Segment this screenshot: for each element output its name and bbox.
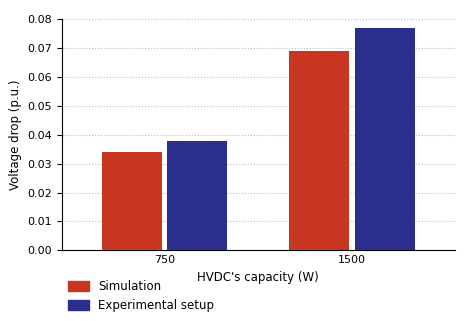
Bar: [167, 141, 228, 250]
Legend: Simulation, Experimental setup: Simulation, Experimental setup: [67, 280, 214, 312]
X-axis label: HVDC's capacity (W): HVDC's capacity (W): [198, 271, 319, 284]
Y-axis label: Voltage drop (p.u.): Voltage drop (p.u.): [9, 80, 22, 190]
Bar: [289, 51, 349, 250]
Bar: [355, 28, 415, 250]
Bar: [102, 152, 162, 250]
